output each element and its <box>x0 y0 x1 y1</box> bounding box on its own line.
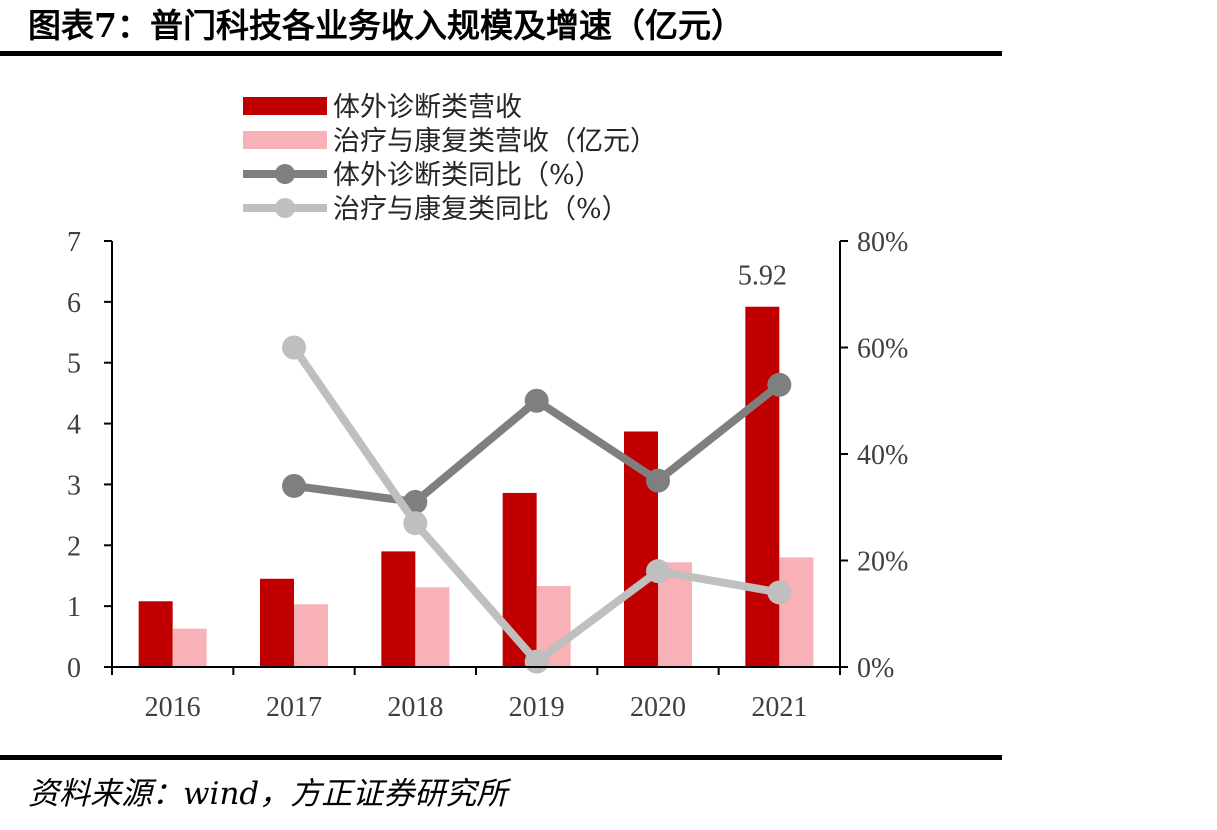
right-tick-label: 60% <box>857 334 908 365</box>
x-tick-label: 2021 <box>751 692 807 723</box>
legend-marker-s3 <box>275 198 295 218</box>
point-s2-2019 <box>525 389 549 413</box>
right-tick-label: 20% <box>857 547 908 578</box>
left-tick-label: 1 <box>67 592 81 623</box>
legend-label-s0: 体外诊断类营收 <box>333 92 522 123</box>
left-tick-label: 5 <box>67 349 81 380</box>
bar-s1-2018 <box>415 587 449 667</box>
bar-s0-2021 <box>745 307 779 667</box>
source-note: 资料来源：wind，方正证券研究所 <box>28 770 507 818</box>
right-tick-label: 80% <box>857 227 908 258</box>
left-tick-label: 6 <box>67 288 81 319</box>
point-s3-2021 <box>767 580 791 604</box>
bar-s0-2018 <box>381 551 415 667</box>
left-tick-label: 4 <box>67 410 81 441</box>
legend-label-s3: 治疗与康复类同比（%） <box>333 194 629 225</box>
point-s3-2018 <box>403 511 427 535</box>
left-tick-label: 3 <box>67 470 81 501</box>
point-s2-2017 <box>282 474 306 498</box>
data-label: 5.92 <box>738 261 787 292</box>
x-tick-label: 2016 <box>145 692 201 723</box>
legend-label-s2: 体外诊断类同比（%） <box>333 160 602 191</box>
right-tick-label: 0% <box>857 653 894 684</box>
point-s2-2020 <box>646 469 670 493</box>
bar-s1-2021 <box>779 557 813 667</box>
left-tick-label: 2 <box>67 531 81 562</box>
x-tick-label: 2017 <box>266 692 322 723</box>
legend: 体外诊断类营收治疗与康复类营收（亿元）体外诊断类同比（%）治疗与康复类同比（%） <box>243 92 657 225</box>
footer-rule <box>0 755 1002 760</box>
bar-s1-2016 <box>173 629 207 667</box>
legend-marker-s2 <box>275 164 295 184</box>
bar-s0-2016 <box>139 601 173 667</box>
left-tick-label: 7 <box>67 227 81 258</box>
right-tick-label: 40% <box>857 440 908 471</box>
x-tick-label: 2018 <box>387 692 443 723</box>
bars-layer <box>139 307 814 667</box>
labels-layer: 5.92 <box>738 261 787 292</box>
x-tick-label: 2019 <box>509 692 565 723</box>
point-s3-2019 <box>525 650 549 674</box>
x-tick-label: 2020 <box>630 692 686 723</box>
bar-s1-2017 <box>294 604 328 667</box>
left-tick-label: 0 <box>67 653 81 684</box>
bar-s0-2017 <box>260 579 294 667</box>
legend-swatch-s0 <box>243 97 327 115</box>
point-s2-2021 <box>767 373 791 397</box>
legend-swatch-s1 <box>243 131 327 149</box>
point-s3-2017 <box>282 336 306 360</box>
point-s3-2020 <box>646 559 670 583</box>
legend-label-s1: 治疗与康复类营收（亿元） <box>333 126 657 157</box>
